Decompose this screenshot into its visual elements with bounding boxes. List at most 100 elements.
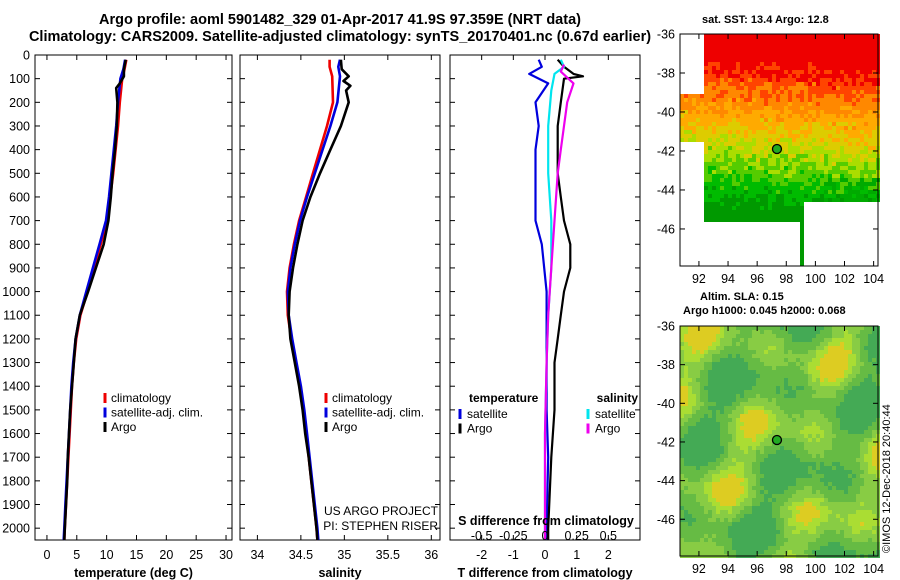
sst-map-cell <box>864 34 868 38</box>
sla-map-cell <box>828 354 832 358</box>
sst-map-cell <box>832 106 836 110</box>
sst-map-cell <box>872 78 876 82</box>
sla-map-cell <box>724 330 728 334</box>
sst-map-cell <box>736 206 740 210</box>
sla-map-cell <box>820 518 824 522</box>
sst-map-cell <box>708 206 712 210</box>
sst-map-cell <box>740 210 744 214</box>
sla-map-cell <box>684 326 688 330</box>
sla-map-cell <box>688 458 692 462</box>
sst-map-cell <box>768 146 772 150</box>
sla-map-cell <box>720 358 724 362</box>
sla-map-cell <box>848 522 852 526</box>
sst-map-cell <box>840 162 844 166</box>
sla-map-cell <box>732 430 736 434</box>
pressure-tick-label: 1400 <box>2 380 30 394</box>
sla-map-cell <box>848 494 852 498</box>
sst-map-cell <box>748 198 752 202</box>
sst-map-cell <box>868 146 872 150</box>
sla-map-cell <box>760 502 764 506</box>
sla-map-cell <box>772 430 776 434</box>
sla-map-cell <box>804 390 808 394</box>
sla-map-cell <box>848 330 852 334</box>
sst-map-cell <box>756 114 760 118</box>
sla-map-cell <box>868 450 872 454</box>
sla-map-cell <box>680 430 684 434</box>
sst-map-cell <box>716 218 720 222</box>
sla-map-cell <box>712 526 716 530</box>
sla-map-cell <box>736 386 740 390</box>
sla-map-cell <box>860 510 864 514</box>
sst-map-cell <box>768 142 772 146</box>
sst-map-cell <box>756 38 760 42</box>
sla-map-cell <box>764 478 768 482</box>
sla-map-cell <box>760 402 764 406</box>
sla-map-cell <box>752 422 756 426</box>
sla-map-cell <box>840 458 844 462</box>
sst-map-cell <box>788 158 792 162</box>
sla-map-cell <box>828 494 832 498</box>
sst-map-cell <box>792 34 796 38</box>
sla-map-cell <box>736 406 740 410</box>
sst-map-cell <box>784 70 788 74</box>
sst-map-cell <box>724 46 728 50</box>
sla-map-cell <box>776 514 780 518</box>
sst-map-cell <box>744 194 748 198</box>
sst-map-cell <box>716 94 720 98</box>
sst-map-cell <box>760 178 764 182</box>
sst-map-cell <box>848 62 852 66</box>
sst-map-cell <box>788 42 792 46</box>
sst-map-cell <box>748 130 752 134</box>
sla-map-cell <box>684 526 688 530</box>
sst-map-cell <box>780 122 784 126</box>
sst-map-cell <box>828 62 832 66</box>
pressure-tick-label: 1900 <box>2 498 30 512</box>
sst-map-cell <box>752 62 756 66</box>
sla-map-cell <box>684 438 688 442</box>
sla-map-cell <box>688 530 692 534</box>
sla-map-cell <box>728 422 732 426</box>
sla-map-cell <box>704 390 708 394</box>
sst-map-cell <box>748 194 752 198</box>
sst-map-cell <box>756 178 760 182</box>
sst-map-cell <box>692 98 696 102</box>
sst-map-cell <box>808 166 812 170</box>
sst-map-cell <box>800 114 804 118</box>
sst-map-cell <box>776 190 780 194</box>
sla-map-cell <box>788 470 792 474</box>
sst-map-cell <box>780 126 784 130</box>
sla-map-cell <box>760 326 764 330</box>
sst-map-cell <box>748 66 752 70</box>
sla-map-cell <box>820 366 824 370</box>
sst-map-cell <box>860 42 864 46</box>
sla-map-cell <box>800 526 804 530</box>
sla-map-cell <box>832 406 836 410</box>
sla-map-cell <box>812 422 816 426</box>
sst-map-cell <box>748 50 752 54</box>
sla-map-cell <box>708 510 712 514</box>
sla-map-cell <box>744 410 748 414</box>
sla-map-cell <box>844 450 848 454</box>
sla-map-cell <box>852 462 856 466</box>
sst-map-cell <box>856 138 860 142</box>
sla-map-cell <box>724 486 728 490</box>
sst-map-cell <box>864 150 868 154</box>
sst-map-cell <box>764 78 768 82</box>
sla-map-cell <box>716 526 720 530</box>
sst-map-cell <box>760 118 764 122</box>
x-tick-label: 30 <box>219 548 233 562</box>
sst-map-cell <box>848 86 852 90</box>
sst-map-cell <box>824 146 828 150</box>
sst-map-cell <box>828 58 832 62</box>
sst-map-cell <box>816 102 820 106</box>
sla-map-cell <box>684 446 688 450</box>
sst-map-cell <box>816 50 820 54</box>
sst-map-cell <box>692 70 696 74</box>
sla-map-cell <box>708 330 712 334</box>
sst-map-cell <box>812 78 816 82</box>
sst-map-cell <box>812 194 816 198</box>
sla-map-cell <box>724 526 728 530</box>
sla-map-cell <box>744 414 748 418</box>
sst-map-cell <box>772 110 776 114</box>
sst-map-cell <box>728 178 732 182</box>
